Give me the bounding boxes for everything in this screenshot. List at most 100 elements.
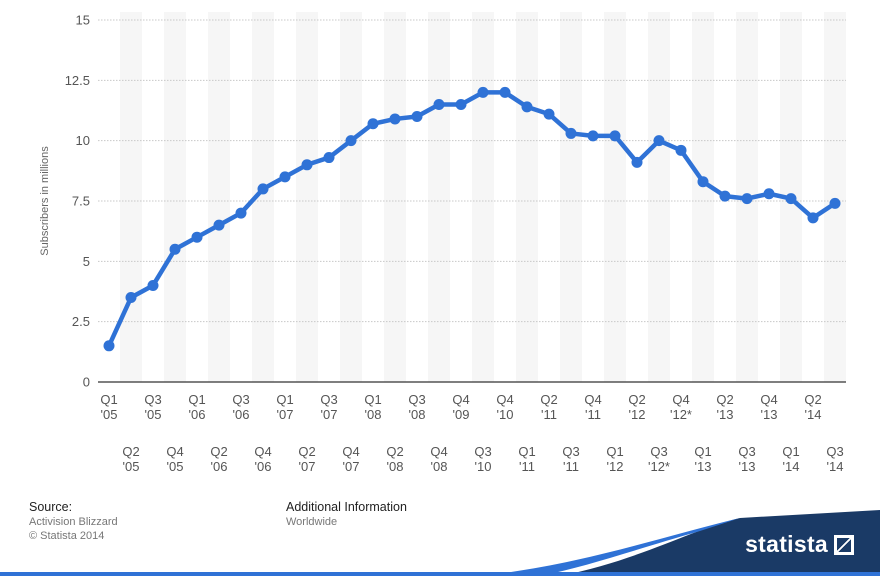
- x-tick-label: '13: [717, 407, 734, 422]
- x-tick-label: '07: [343, 459, 360, 474]
- data-point: [521, 101, 533, 113]
- column-band: [120, 12, 142, 382]
- x-tick-label: '07: [321, 407, 338, 422]
- x-tick-label: '10: [497, 407, 514, 422]
- data-point: [389, 113, 401, 125]
- column-band: [472, 12, 494, 382]
- data-point: [829, 197, 841, 209]
- column-band: [648, 12, 670, 382]
- statista-logo-icon: [834, 534, 854, 555]
- data-point: [499, 86, 511, 98]
- data-point: [147, 279, 159, 291]
- x-tick-label: '11: [519, 459, 535, 474]
- x-tick-label: Q2: [716, 392, 733, 407]
- x-tick-label: Q2: [804, 392, 821, 407]
- x-tick-label: '13: [739, 459, 756, 474]
- x-tick-label: '11: [563, 459, 579, 474]
- x-tick-label: Q1: [782, 444, 799, 459]
- data-point: [719, 190, 731, 202]
- column-band: [824, 12, 846, 382]
- footer-bottom-bar: [0, 572, 880, 576]
- column-band: [428, 12, 450, 382]
- x-tick-label: '08: [365, 407, 382, 422]
- column-band: [208, 12, 230, 382]
- x-tick-label: Q4: [672, 392, 689, 407]
- x-tick-label: Q3: [144, 392, 161, 407]
- x-tick-label: '07: [299, 459, 316, 474]
- x-tick-label: Q2: [122, 444, 139, 459]
- x-tick-label: Q1: [100, 392, 117, 407]
- data-point: [345, 135, 357, 147]
- data-point: [587, 130, 599, 142]
- x-tick-label: '06: [211, 459, 228, 474]
- x-tick-label: '12: [629, 407, 646, 422]
- y-tick-label: 15: [76, 13, 90, 28]
- column-band: [164, 12, 186, 382]
- x-tick-label: '12: [607, 459, 624, 474]
- data-point: [631, 156, 643, 168]
- data-point: [477, 86, 489, 98]
- column-band: [604, 12, 626, 382]
- source-line-copyright: © Statista 2014: [29, 530, 105, 542]
- source-block: Source: Activision Blizzard © Statista 2…: [29, 500, 118, 542]
- y-tick-label: 0: [83, 375, 90, 390]
- data-point: [213, 219, 225, 231]
- x-tick-label: '14: [783, 459, 800, 474]
- x-tick-label: Q4: [254, 444, 271, 459]
- data-point: [675, 144, 687, 156]
- x-tick-label: Q3: [320, 392, 337, 407]
- data-point: [103, 340, 115, 352]
- column-band: [560, 12, 582, 382]
- x-tick-label: Q3: [650, 444, 667, 459]
- x-tick-label: '06: [189, 407, 206, 422]
- x-tick-label: '14: [805, 407, 822, 422]
- data-point: [763, 188, 775, 200]
- data-point: [455, 98, 467, 110]
- x-tick-label: Q4: [166, 444, 183, 459]
- data-point: [411, 111, 423, 123]
- x-tick-label: Q2: [210, 444, 227, 459]
- x-tick-label: '13: [695, 459, 712, 474]
- x-tick-label: '05: [167, 459, 184, 474]
- statista-logo: statista: [745, 531, 854, 558]
- x-tick-label: '05: [123, 459, 140, 474]
- data-point: [367, 118, 379, 130]
- column-band: [516, 12, 538, 382]
- x-tick-label: Q4: [342, 444, 359, 459]
- data-point: [191, 231, 203, 243]
- additional-info-block: Additional Information Worldwide: [286, 500, 407, 528]
- data-point: [653, 135, 665, 147]
- x-tick-label: Q1: [364, 392, 381, 407]
- x-tick-label: Q2: [540, 392, 557, 407]
- data-point: [279, 171, 291, 183]
- data-point: [433, 98, 445, 110]
- x-tick-label: '05: [145, 407, 162, 422]
- column-band: [340, 12, 362, 382]
- x-axis-ticks: Q1'05Q2'05Q3'05Q4'05Q1'06Q2'06Q3'06Q4'06…: [100, 392, 843, 474]
- x-tick-label: Q3: [474, 444, 491, 459]
- x-tick-label: Q4: [584, 392, 601, 407]
- source-line-publisher: Activision Blizzard: [29, 516, 118, 528]
- data-point: [301, 159, 313, 171]
- x-tick-label: '07: [277, 407, 294, 422]
- x-tick-label: '10: [475, 459, 492, 474]
- data-point: [543, 108, 555, 120]
- x-tick-label: Q1: [694, 444, 711, 459]
- x-tick-label: Q4: [452, 392, 469, 407]
- x-tick-label: Q4: [760, 392, 777, 407]
- y-tick-label: 7.5: [72, 194, 90, 209]
- x-tick-label: '11: [585, 407, 601, 422]
- x-tick-label: '08: [431, 459, 448, 474]
- x-tick-label: Q3: [826, 444, 843, 459]
- source-heading: Source:: [29, 500, 73, 514]
- x-tick-label: '12*: [670, 407, 692, 422]
- column-band: [296, 12, 318, 382]
- x-tick-label: Q4: [496, 392, 513, 407]
- x-tick-label: Q1: [606, 444, 623, 459]
- x-tick-label: '12*: [648, 459, 670, 474]
- y-tick-label: 5: [83, 254, 90, 269]
- data-point: [323, 152, 335, 164]
- y-tick-label: 12.5: [65, 73, 90, 88]
- x-tick-label: Q2: [298, 444, 315, 459]
